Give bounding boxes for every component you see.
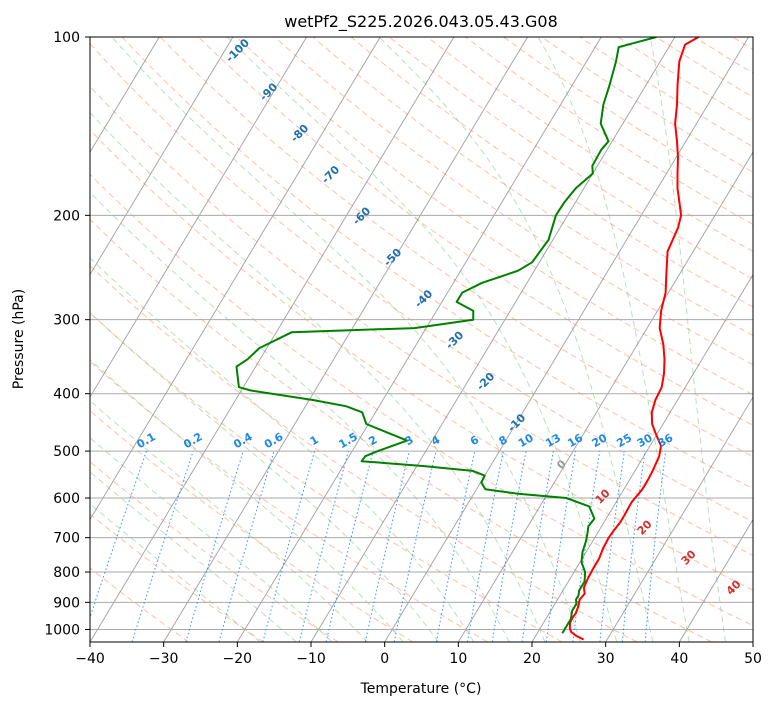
dry-adiabat-line (350, 37, 753, 308)
x-tick-label: 20 (523, 651, 541, 667)
dry-adiabat-line (159, 37, 753, 458)
chart-title: wetPf2_S225.2026.043.05.43.G08 (284, 12, 558, 32)
y-tick-label: 1000 (44, 622, 80, 638)
y-tick-label: 800 (53, 565, 80, 581)
mixing-ratio-line (545, 451, 576, 642)
dry-adiabat-line (90, 218, 712, 642)
mixing-ratio-line (521, 451, 554, 642)
dry-adiabat-line (90, 173, 753, 627)
mixing-ratio-line (393, 450, 437, 642)
isotherm-line (90, 37, 160, 153)
mixing-ratio-line (218, 450, 275, 642)
x-tick-label: 30 (597, 651, 615, 667)
y-tick-label: 500 (53, 444, 80, 460)
y-tick-label: 100 (53, 30, 80, 46)
y-tick-label: 900 (53, 595, 80, 611)
moist-adiabat-line (378, 37, 654, 642)
dry-adiabat-line (121, 37, 753, 490)
dry-adiabat-line (90, 567, 190, 642)
dry-adiabat-line (236, 37, 753, 396)
isotherm-line (90, 37, 455, 642)
dry-adiabat-line (197, 37, 753, 426)
y-axis-label: Pressure (hPa) (11, 289, 27, 389)
dry-adiabat-line (771, 37, 775, 642)
mixing-ratio-line (298, 450, 349, 642)
plot-frame (89, 36, 754, 643)
isotherm-line (90, 37, 307, 398)
x-axis-label: Temperature (°C) (360, 681, 482, 697)
x-tick-label: −10 (296, 651, 326, 667)
dry-adiabat-line (90, 265, 638, 642)
moist-adiabat-line (649, 37, 727, 642)
x-tick-label: −20 (223, 651, 253, 667)
moist-adiabat-line (90, 311, 439, 642)
isotherm-line (90, 37, 381, 521)
y-tick-label: 400 (53, 387, 80, 403)
y-tick-label: 300 (53, 313, 80, 329)
x-tick-label: −30 (149, 651, 179, 667)
isotherm-line (310, 37, 676, 642)
moist-adiabat-line (90, 471, 297, 642)
moist-adiabat-line (90, 257, 475, 642)
isotherm-line (678, 518, 753, 642)
isotherm-line (163, 37, 528, 642)
x-tick-label: 0 (380, 651, 389, 667)
isotherm-line (457, 151, 753, 642)
moist-adiabat-line (111, 37, 582, 642)
y-tick-label: 600 (53, 491, 80, 507)
y-tick-label: 200 (53, 208, 80, 224)
mixing-ratio-line (131, 450, 194, 642)
x-tick-label: 10 (449, 651, 467, 667)
mixing-ratio-line (185, 450, 244, 642)
dry-adiabat-line (90, 513, 264, 642)
moist-adiabat-line (90, 399, 369, 642)
mixing-ratio-line (262, 450, 316, 642)
isotherm-line (752, 641, 753, 642)
isotherm-line (90, 37, 234, 276)
mixing-ratio-line (325, 450, 374, 642)
y-tick-label: 700 (53, 531, 80, 547)
plot-background (90, 37, 753, 642)
moist-adiabat-line (90, 111, 546, 642)
mixing-ratio-line (599, 451, 625, 642)
temperature-profile-line (568, 37, 699, 641)
moist-adiabat-line (90, 358, 404, 642)
dry-adiabat-line (90, 129, 753, 591)
mixing-ratio-line (364, 450, 410, 642)
x-tick-label: 50 (744, 651, 762, 667)
dewpoint-profile-line (235, 37, 657, 634)
isotherm-line (236, 37, 602, 642)
dry-adiabat-line (312, 37, 753, 337)
moist-adiabat-line (90, 436, 333, 642)
moist-adiabat-line (537, 37, 690, 642)
x-tick-label: −40 (75, 651, 105, 667)
dry-adiabat-line (90, 312, 563, 642)
isotherm-line (605, 396, 753, 642)
x-tick-label: 40 (670, 651, 688, 667)
isotherm-line (531, 273, 753, 642)
mixing-ratio-line (572, 451, 601, 642)
dry-adiabat-line (90, 360, 488, 642)
isotherm-line (384, 37, 749, 642)
mixing-ratio-line (644, 451, 667, 642)
